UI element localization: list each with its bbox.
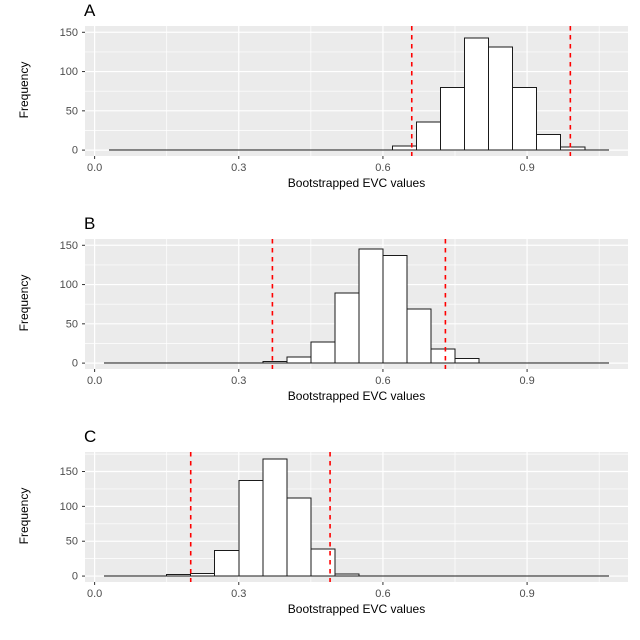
svg-text:0.9: 0.9 [519, 162, 534, 174]
svg-text:100: 100 [60, 279, 78, 291]
panel-letter-a: A [84, 1, 96, 20]
x-axis-label: Bootstrapped EVC values [287, 602, 426, 616]
svg-text:0.0: 0.0 [87, 162, 102, 174]
svg-text:0.3: 0.3 [231, 375, 246, 387]
svg-text:50: 50 [66, 318, 78, 330]
panel-letter-c: C [84, 427, 97, 446]
panel-a: 0.0 0.3 0.6 0.9 0 50 100 150 A Frequency Bootst… [0, 0, 640, 213]
histogram-plot-a: 0.0 0.3 0.6 0.9 0 50 100 150 [60, 26, 628, 174]
svg-text:0.6: 0.6 [375, 588, 390, 600]
svg-text:0.0: 0.0 [87, 375, 102, 387]
svg-text:0.9: 0.9 [519, 588, 534, 600]
svg-text:0.6: 0.6 [375, 162, 390, 174]
y-axis-label: Frequency [17, 274, 31, 332]
svg-text:150: 150 [60, 240, 78, 252]
svg-text:0.9: 0.9 [519, 375, 534, 387]
y-axis-label: Frequency [17, 61, 31, 119]
svg-text:0: 0 [72, 358, 78, 370]
svg-text:0.3: 0.3 [231, 162, 246, 174]
svg-text:0: 0 [72, 571, 78, 583]
svg-text:100: 100 [60, 501, 78, 513]
svg-text:0.6: 0.6 [375, 375, 390, 387]
histogram-plot-b: 0.0 0.3 0.6 0.9 0 50 100 150 [60, 239, 628, 387]
svg-text:0: 0 [72, 145, 78, 157]
svg-text:50: 50 [66, 105, 78, 117]
svg-text:150: 150 [60, 466, 78, 478]
panel-b: 0.0 0.3 0.6 0.9 0 50 100 150 B Frequency Bootst… [0, 213, 640, 426]
svg-text:0.0: 0.0 [87, 588, 102, 600]
x-axis-label: Bootstrapped EVC values [287, 389, 426, 403]
svg-text:100: 100 [60, 66, 78, 78]
svg-text:150: 150 [60, 27, 78, 39]
panel-c: 0.0 0.3 0.6 0.9 0 50 100 150 C Frequency Bootst… [0, 426, 640, 639]
panel-letter-b: B [84, 214, 96, 233]
svg-text:50: 50 [66, 536, 78, 548]
histogram-plot-c: 0.0 0.3 0.6 0.9 0 50 100 150 [60, 452, 628, 600]
x-axis-label: Bootstrapped EVC values [287, 176, 426, 190]
svg-text:0.3: 0.3 [231, 588, 246, 600]
y-axis-label: Frequency [17, 487, 31, 545]
